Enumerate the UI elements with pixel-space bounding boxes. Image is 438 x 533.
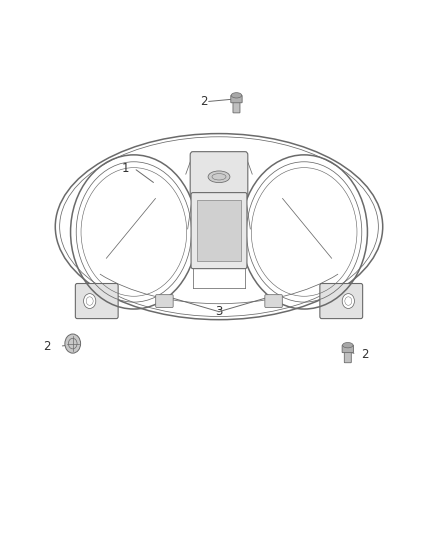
FancyBboxPatch shape — [320, 284, 363, 319]
FancyBboxPatch shape — [191, 192, 247, 269]
Text: 2: 2 — [200, 95, 208, 108]
Circle shape — [84, 294, 96, 309]
Text: 3: 3 — [215, 305, 223, 318]
FancyBboxPatch shape — [197, 200, 241, 261]
FancyBboxPatch shape — [344, 350, 351, 363]
FancyBboxPatch shape — [233, 100, 240, 113]
FancyBboxPatch shape — [75, 284, 118, 319]
Text: 2: 2 — [361, 348, 369, 361]
FancyBboxPatch shape — [155, 295, 173, 308]
FancyBboxPatch shape — [190, 152, 248, 198]
Ellipse shape — [208, 171, 230, 183]
FancyBboxPatch shape — [342, 345, 353, 353]
Ellipse shape — [231, 93, 242, 98]
Circle shape — [342, 294, 354, 309]
Ellipse shape — [343, 343, 353, 348]
FancyBboxPatch shape — [265, 295, 283, 308]
Circle shape — [65, 334, 81, 353]
FancyBboxPatch shape — [231, 95, 242, 103]
Text: 2: 2 — [43, 340, 50, 353]
Text: 1: 1 — [121, 161, 129, 175]
